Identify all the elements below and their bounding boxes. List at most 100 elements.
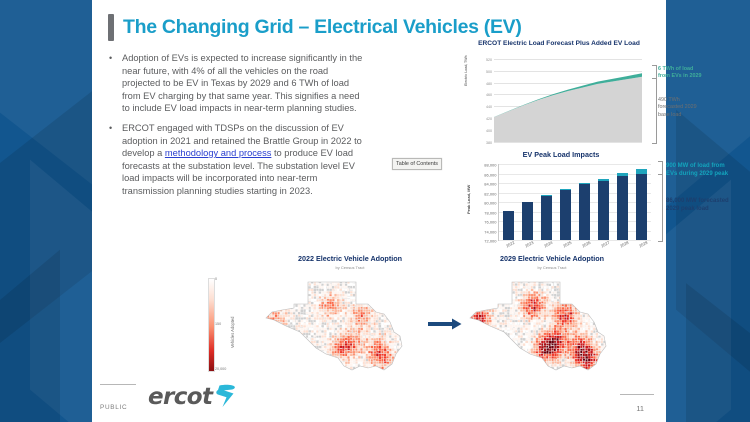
slide-content: The Changing Grid – Electrical Vehicles … [92, 0, 729, 422]
chart-electric-load-forecast: ERCOT Electric Load Forecast Plus Added … [452, 40, 750, 150]
x-tick-label: 2025 [561, 239, 572, 249]
area-series [494, 73, 642, 142]
bar-segment-base [541, 195, 552, 240]
bar-segment-base [522, 202, 533, 240]
chart-ev-peak-load-impacts: EV Peak Load Impacts Peak Load, MW 88,00… [452, 150, 750, 260]
bar-segment-base [636, 173, 647, 240]
bullet-marker-icon: • [109, 122, 113, 133]
y-tick-label: 440 [486, 105, 492, 110]
bar-column: 2027 [598, 164, 610, 249]
table-of-contents-tooltip: Table of Contents [392, 158, 442, 170]
list-item: • ERCOT engaged with TDSPs on the discus… [106, 122, 364, 198]
bar-segment-ev [598, 179, 609, 182]
annotation-line: base load [658, 111, 682, 118]
annotation-line: EVs during 2029 peak [666, 171, 729, 178]
bar-column: 2025 [560, 164, 572, 249]
page-title: The Changing Grid – Electrical Vehicles … [108, 14, 522, 41]
y-tick-label: 78,000 [484, 210, 497, 215]
map-title-2022: 2022 Electric Vehicle Adoption [298, 254, 402, 263]
bar-segment-base [617, 176, 628, 240]
footer-divider [100, 384, 136, 386]
annotation-base-load: 490 TWh forecasted 2029 base load [658, 97, 697, 119]
y-tick-label: 460 [486, 93, 492, 98]
y-tick-label: 80,000 [484, 200, 497, 206]
y-tick-label: 72,000 [484, 238, 497, 244]
x-tick-label: 2022 [504, 239, 515, 249]
x-tick-label: 2026 [580, 239, 591, 249]
bar-segment-ev [541, 194, 552, 196]
bar-segment-ev [636, 169, 647, 174]
chart-y-axis-label: Peak Load, MW [466, 184, 471, 214]
texas-choropleth-2022 [265, 281, 403, 371]
x-tick-label: 2023 [523, 239, 534, 249]
bar-segment-base [560, 190, 571, 240]
y-tick-label: 520 [486, 58, 492, 62]
legend-color-ramp [208, 278, 215, 372]
chart-title: EV Peak Load Impacts [522, 150, 600, 159]
bar-column: 2026 [579, 164, 591, 249]
map-title-2029: 2029 Electric Vehicle Adoption [500, 254, 604, 263]
bar-column: 2029 [636, 164, 648, 249]
x-tick-label: 2027 [599, 239, 610, 249]
annotation-ev-load: 6 TWh of load from EVs in 2029 [658, 66, 701, 81]
ercot-bolt-icon [216, 384, 236, 407]
y-tick-label: 76,000 [484, 219, 497, 225]
x-tick-label: 2029 [637, 239, 648, 249]
chart-title: ERCOT Electric Load Forecast Plus Added … [478, 40, 640, 47]
bar-column: 2022 [503, 164, 515, 249]
bar-segment-base [598, 181, 609, 240]
page-number: 11 [636, 404, 644, 413]
chart-plot-area: 88,000 86,000 84,000 82,000 80,000 78,00… [484, 163, 651, 249]
arrow-right-icon [428, 318, 462, 330]
y-tick-label: 480 [486, 81, 492, 86]
methodology-and-process-link[interactable]: methodology and process [164, 148, 272, 159]
annotation-line: 86,000 MW forecasted [666, 198, 729, 204]
bullet-list: • Adoption of EVs is expected to increas… [106, 52, 364, 205]
annotation-line: forecasted 2029 [658, 104, 697, 111]
map-subtitle-2029: by Census Tract [537, 265, 567, 270]
bar-segment-ev [560, 189, 571, 191]
y-tick-label: 84,000 [484, 181, 497, 187]
x-tick-label: 2024 [542, 239, 553, 249]
base-load-brace [652, 78, 657, 144]
x-tick-label: 2028 [618, 239, 629, 249]
chart-y-axis-label: Electric Load, TWh [464, 55, 468, 86]
bar-segment-base [579, 184, 590, 240]
y-tick-label: 82,000 [484, 191, 497, 196]
legend-tick: 0 [215, 277, 218, 281]
annotation-line: 6 TWh of load [658, 66, 694, 72]
base-peak-brace [658, 174, 663, 242]
ercot-logo-text: ercot [148, 384, 213, 410]
annotation-base-peak: 86,000 MW forecasted 2029 peak load [666, 197, 729, 214]
legend-tick: 150 [215, 322, 222, 326]
classification-label: PUBLIC [100, 404, 128, 411]
y-tick-label: 88,000 [484, 162, 497, 168]
texas-choropleth-2029 [469, 281, 607, 371]
map-2022-ev-adoption [264, 274, 442, 378]
page-number-divider [620, 394, 654, 396]
page-title-text: The Changing Grid – Electrical Vehicles … [123, 16, 522, 38]
chart-plot-area: 520 500 480 460 440 420 400 380 [486, 58, 642, 145]
ercot-logo: ercot [148, 384, 239, 410]
bullet-text: ERCOT engaged with TDSPs on the discussi… [122, 122, 364, 198]
bar-column: 2024 [541, 164, 553, 249]
bullet-text: Adoption of EVs is expected to increase … [122, 53, 363, 114]
bar-segment-ev [579, 182, 590, 185]
bullet-text-before: ERCOT engaged with TDSPs on the discussi… [122, 122, 362, 159]
legend-tick: 20,000 [215, 367, 227, 371]
map-2029-ev-adoption [468, 274, 646, 378]
y-tick-label: 400 [486, 128, 492, 133]
y-tick-label: 420 [486, 117, 492, 121]
ev-load-brace [652, 65, 657, 79]
bar-segment-base [503, 211, 514, 240]
map-comparison-section: 2022 Electric Vehicle Adoption by Census… [152, 254, 662, 382]
legend-axis-title: Vehicles Adopted [230, 316, 235, 348]
annotation-line: from EVs in 2029 [658, 73, 702, 80]
title-accent-bar [108, 14, 114, 41]
y-tick-label: 380 [486, 140, 492, 145]
annotation-line: 2029 peak load [666, 206, 709, 213]
list-item: • Adoption of EVs is expected to increas… [106, 52, 364, 115]
y-tick-label: 500 [486, 69, 492, 74]
map-subtitle-2022: by Census Tract [335, 265, 365, 270]
